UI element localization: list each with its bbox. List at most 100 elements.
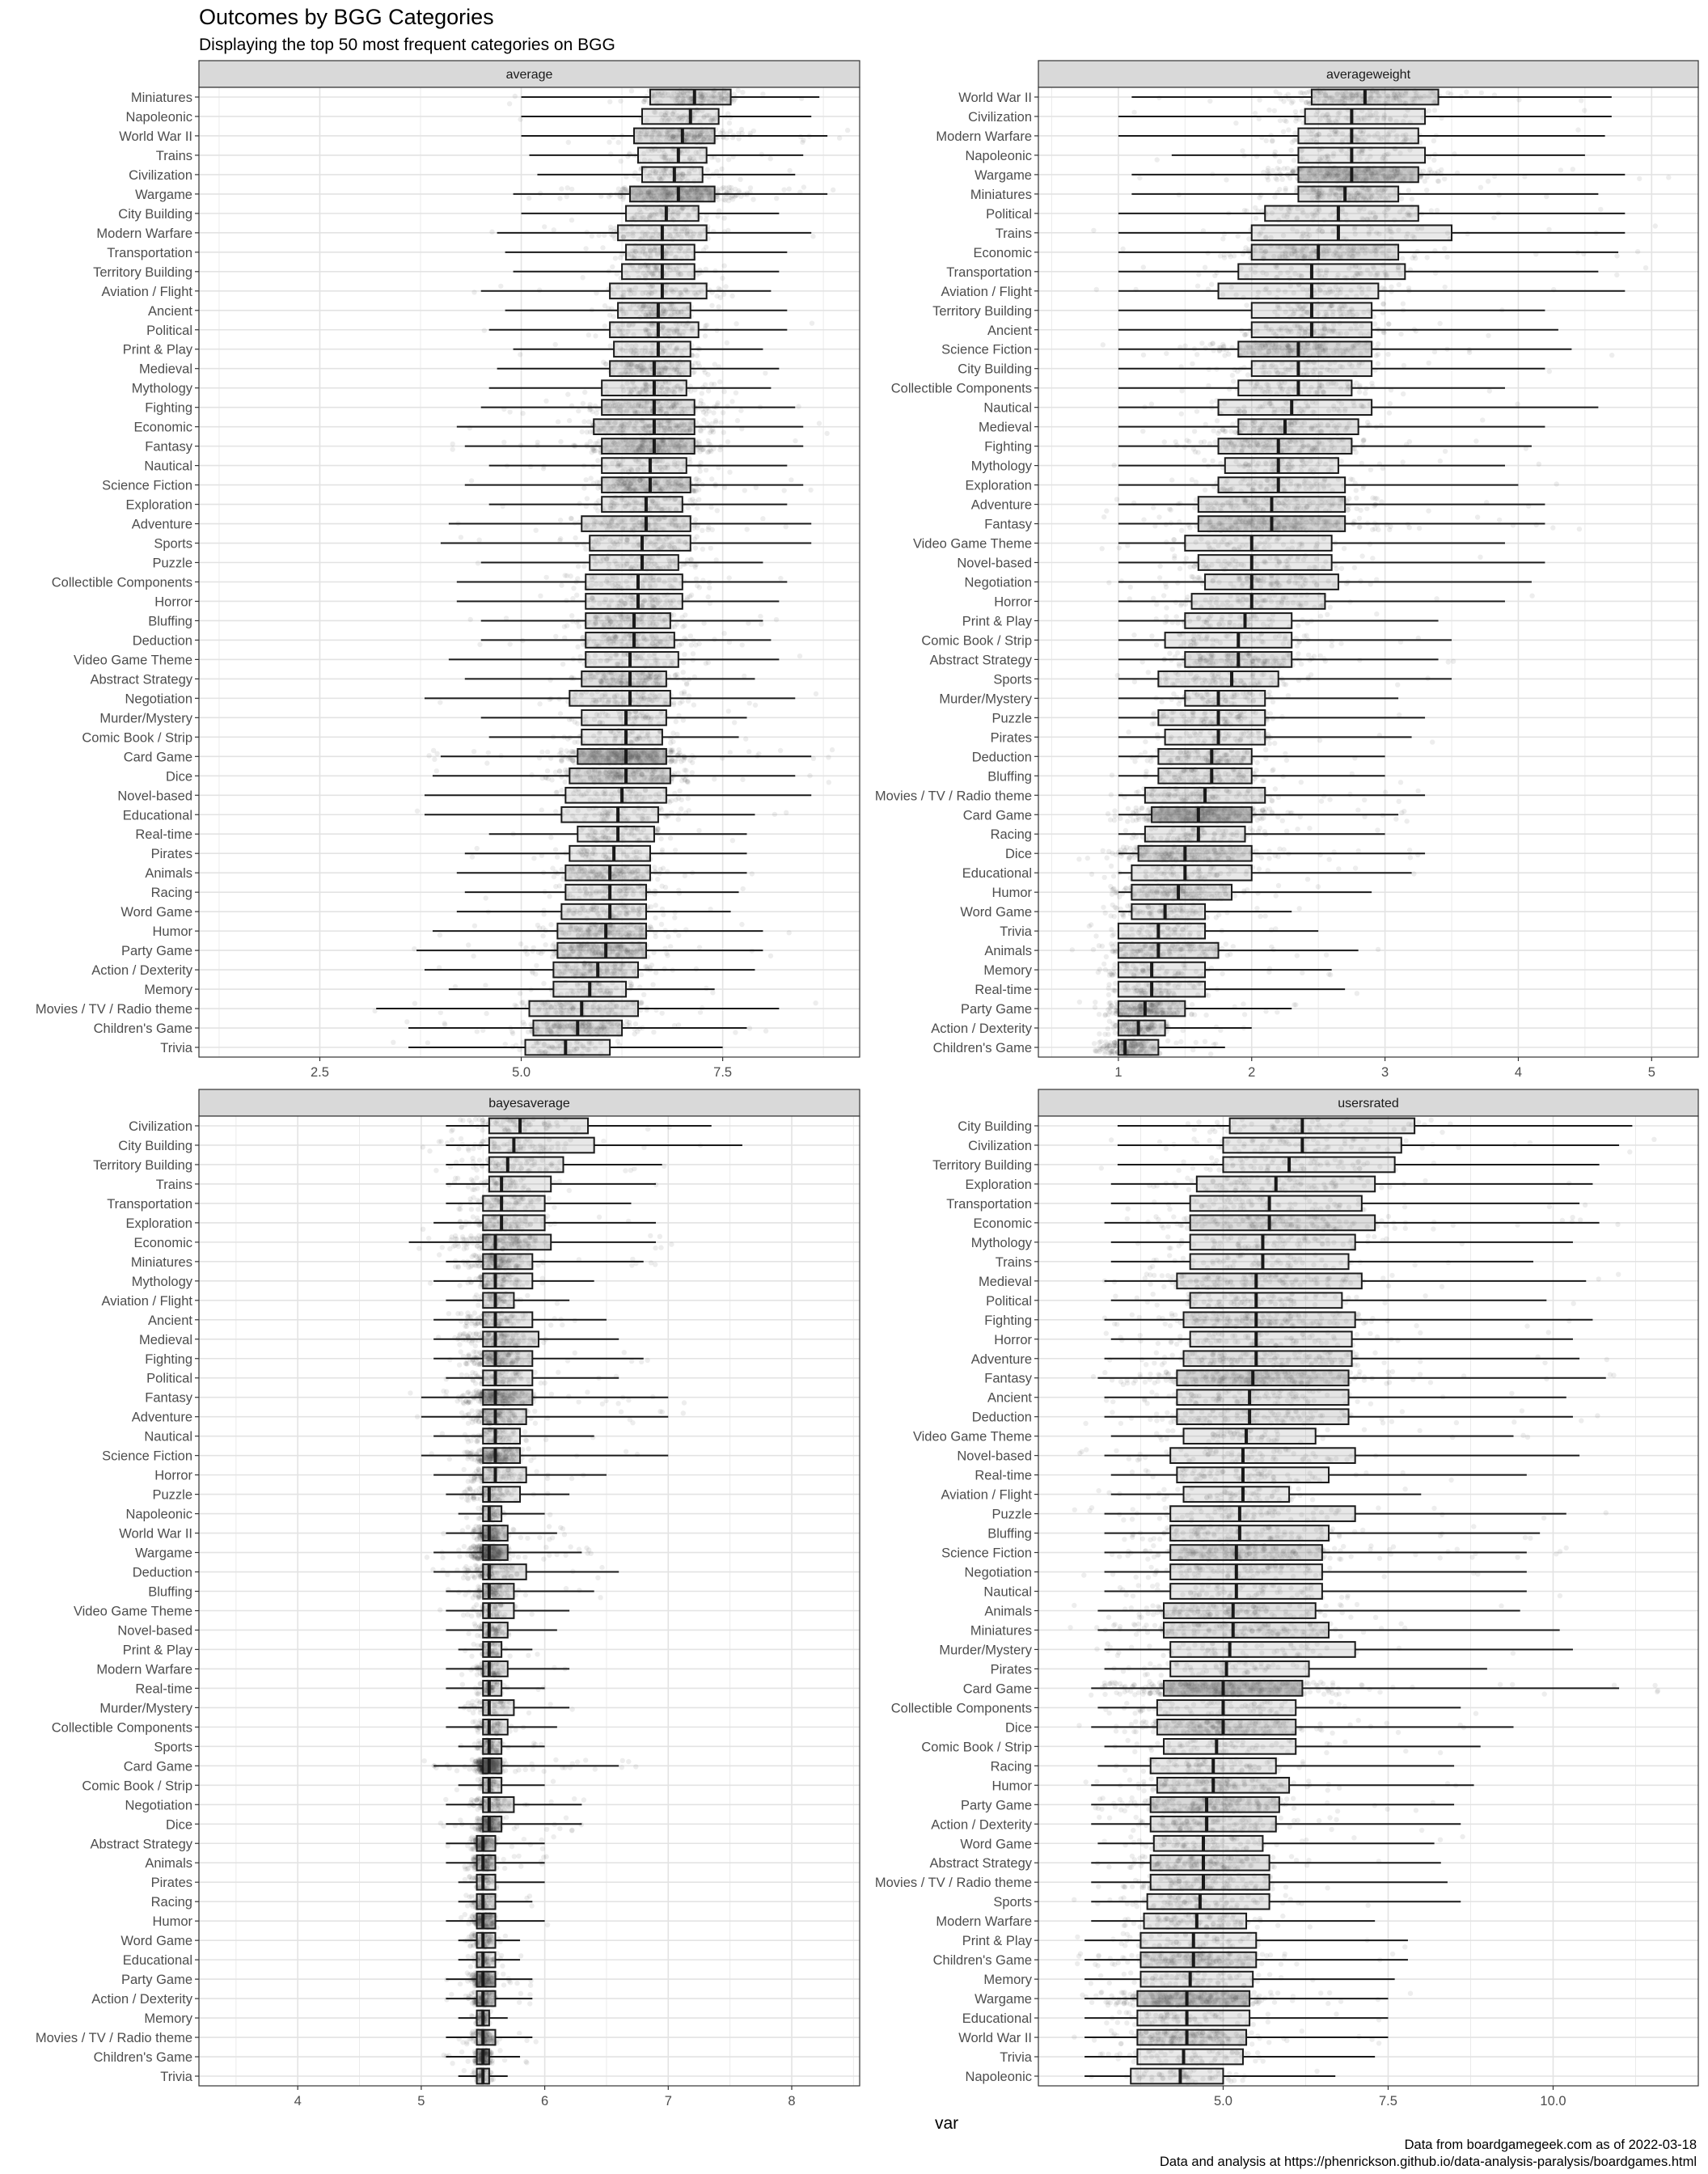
data-point bbox=[797, 653, 803, 659]
data-point bbox=[743, 736, 749, 742]
data-point bbox=[586, 332, 592, 338]
data-point bbox=[714, 508, 720, 514]
data-point bbox=[649, 91, 655, 97]
data-point bbox=[547, 894, 552, 899]
data-point bbox=[727, 469, 733, 475]
data-point bbox=[700, 99, 706, 104]
data-point bbox=[729, 399, 735, 404]
data-point bbox=[703, 467, 709, 473]
data-point bbox=[593, 441, 598, 446]
data-point bbox=[594, 410, 599, 417]
data-point bbox=[542, 224, 547, 230]
data-point bbox=[710, 99, 716, 105]
data-point bbox=[695, 96, 701, 103]
data-point bbox=[676, 91, 682, 98]
data-point bbox=[675, 795, 682, 802]
data-point bbox=[564, 748, 569, 754]
data-point bbox=[742, 673, 747, 679]
data-point bbox=[712, 418, 719, 424]
data-point bbox=[580, 634, 586, 641]
data-point bbox=[784, 810, 789, 815]
data-point bbox=[781, 187, 787, 192]
data-point bbox=[704, 95, 710, 102]
data-point bbox=[672, 910, 678, 916]
data-point bbox=[573, 535, 578, 541]
data-point bbox=[681, 98, 687, 104]
data-point bbox=[729, 838, 736, 844]
data-point bbox=[507, 409, 513, 415]
data-point bbox=[666, 934, 671, 940]
data-point bbox=[434, 751, 440, 756]
data-point bbox=[680, 624, 686, 630]
data-point bbox=[718, 94, 725, 100]
data-point bbox=[556, 768, 563, 774]
data-point bbox=[725, 98, 731, 104]
data-point bbox=[808, 487, 814, 493]
data-point bbox=[432, 756, 438, 763]
data-point bbox=[653, 99, 659, 105]
data-point bbox=[580, 275, 586, 281]
data-point bbox=[701, 417, 707, 423]
data-point bbox=[559, 787, 564, 793]
data-point bbox=[527, 463, 534, 469]
data-point bbox=[588, 476, 594, 481]
data-point bbox=[693, 476, 699, 482]
data-point bbox=[685, 796, 691, 802]
data-point bbox=[512, 93, 518, 99]
data-point bbox=[536, 925, 543, 931]
data-point bbox=[721, 484, 728, 491]
data-point bbox=[564, 185, 570, 191]
data-point bbox=[749, 871, 755, 877]
facet-strip bbox=[198, 60, 860, 88]
data-point bbox=[529, 772, 535, 778]
data-point bbox=[675, 770, 681, 776]
data-point bbox=[778, 575, 784, 582]
data-point bbox=[725, 198, 732, 204]
data-point bbox=[713, 95, 719, 101]
data-point bbox=[557, 196, 563, 201]
data-point bbox=[636, 176, 641, 182]
data-point bbox=[696, 497, 702, 502]
data-point bbox=[483, 895, 488, 901]
data-point bbox=[708, 545, 713, 551]
data-point bbox=[726, 575, 732, 581]
data-point bbox=[679, 89, 685, 95]
data-point bbox=[702, 92, 708, 98]
data-point bbox=[810, 234, 816, 239]
data-point bbox=[476, 537, 482, 543]
data-point bbox=[801, 184, 807, 190]
data-point bbox=[696, 945, 703, 950]
data-point bbox=[672, 624, 678, 629]
data-point bbox=[719, 166, 725, 172]
data-point bbox=[690, 651, 696, 657]
data-point bbox=[742, 488, 747, 493]
data-point bbox=[695, 505, 700, 511]
data-point bbox=[686, 94, 691, 99]
data-point bbox=[715, 400, 721, 406]
data-point bbox=[697, 468, 703, 474]
data-point bbox=[559, 186, 564, 192]
data-point bbox=[685, 505, 691, 510]
data-point bbox=[657, 99, 663, 105]
data-point bbox=[797, 133, 804, 140]
data-point bbox=[692, 545, 699, 551]
data-point bbox=[708, 94, 715, 99]
data-point bbox=[545, 776, 551, 781]
data-point bbox=[579, 429, 585, 435]
facet-strip-label: average bbox=[506, 68, 553, 82]
data-point bbox=[533, 527, 539, 533]
data-point bbox=[704, 322, 710, 328]
data-point bbox=[531, 856, 537, 861]
data-point bbox=[575, 644, 581, 649]
jitter-points bbox=[372, 87, 851, 1057]
data-point bbox=[681, 90, 687, 96]
data-point bbox=[562, 779, 568, 785]
data-point bbox=[670, 91, 677, 96]
data-point bbox=[555, 419, 561, 425]
data-point bbox=[607, 99, 613, 104]
data-point bbox=[615, 139, 621, 146]
data-point bbox=[719, 95, 725, 101]
data-point bbox=[501, 439, 507, 445]
data-point bbox=[699, 391, 704, 396]
